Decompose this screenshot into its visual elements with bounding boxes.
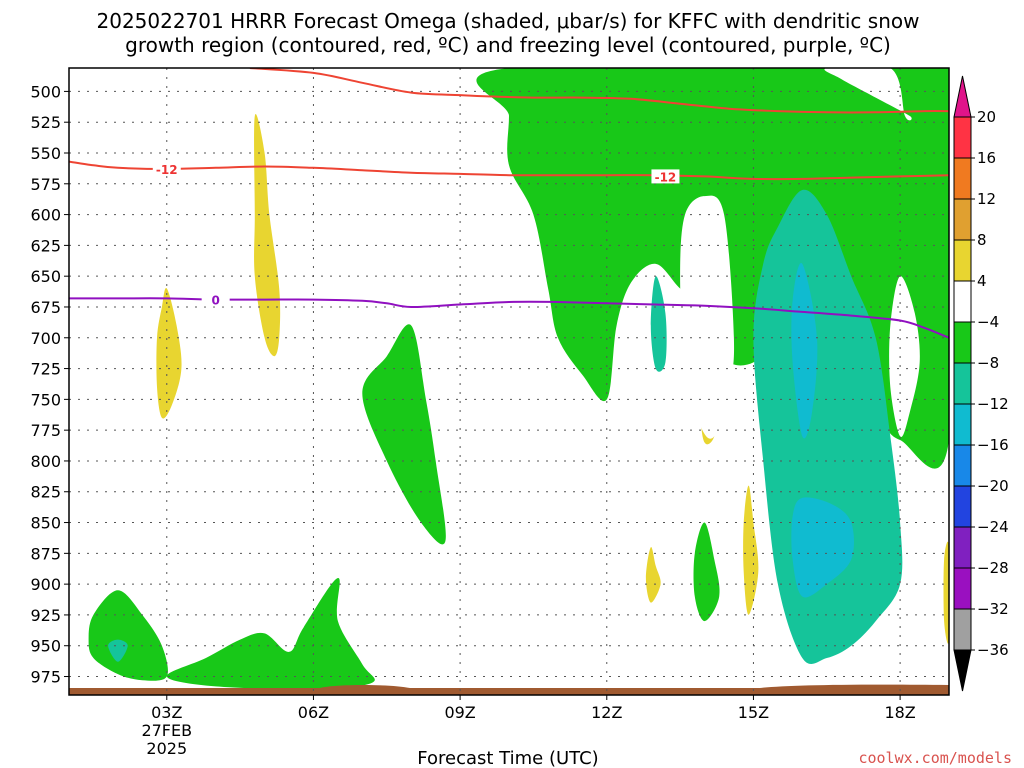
contour-line--20 bbox=[249, 68, 949, 114]
colorbar-box-11 bbox=[953, 567, 972, 610]
omega-region-4 bbox=[943, 541, 949, 644]
omega-region-4 bbox=[824, 68, 912, 121]
y-tick-label-525: 525 bbox=[30, 113, 61, 132]
colorbar-box-10 bbox=[953, 526, 972, 569]
y-tick-label-900: 900 bbox=[30, 575, 61, 594]
y-tick-label-750: 750 bbox=[30, 390, 61, 409]
colorbar-label: −20 bbox=[977, 477, 1009, 495]
omega-region-4 bbox=[743, 485, 759, 615]
contour-label-bg bbox=[651, 169, 680, 184]
plot-frame bbox=[68, 67, 950, 696]
y-tick-label-875: 875 bbox=[30, 544, 61, 563]
colorbar-box-7 bbox=[953, 403, 972, 446]
colorbar-label: 8 bbox=[977, 231, 987, 249]
contour-label-0: 0 bbox=[211, 294, 219, 308]
colorbar-label: −16 bbox=[977, 436, 1009, 454]
contour-line-0 bbox=[69, 297, 949, 339]
y-tick-label-675: 675 bbox=[30, 298, 61, 317]
colorbar-label: 20 bbox=[977, 108, 996, 126]
colorbar-label: −24 bbox=[977, 518, 1009, 536]
surface-bump bbox=[320, 684, 949, 688]
omega-region--4 bbox=[693, 522, 720, 622]
omega-region-4 bbox=[680, 195, 735, 439]
omega-region-4 bbox=[645, 546, 661, 603]
omega-region--4 bbox=[166, 577, 375, 690]
contour-label--12: -12 bbox=[655, 170, 677, 184]
omega-shading bbox=[88, 68, 949, 690]
x-tick-label-09Z: 09Z bbox=[444, 703, 475, 722]
colorbar-box-8 bbox=[953, 444, 972, 487]
y-tick-label-725: 725 bbox=[30, 360, 61, 379]
x-tick-date: 27FEB bbox=[141, 721, 192, 740]
omega-region--8 bbox=[753, 189, 903, 665]
temperature-contours: -12 -12 0 bbox=[69, 68, 949, 339]
colorbar-label: 4 bbox=[977, 272, 987, 290]
pressure-axis: 500 525 550 575 600 625 650 675 700 725 750 775 800 8… bbox=[30, 82, 69, 687]
colorbar-box-6 bbox=[953, 362, 972, 405]
colorbar-box-0 bbox=[953, 116, 972, 159]
surface-band bbox=[69, 688, 949, 695]
colorbar-box-2 bbox=[953, 198, 972, 241]
y-tick-label-700: 700 bbox=[30, 329, 61, 348]
omega-region-4 bbox=[254, 113, 281, 357]
y-tick-label-575: 575 bbox=[30, 175, 61, 194]
plot-grid bbox=[69, 68, 949, 695]
contour-label-bg bbox=[201, 292, 230, 307]
y-tick-label-825: 825 bbox=[30, 483, 61, 502]
contour-label-bg bbox=[152, 162, 181, 177]
x-tick-label-15Z: 15Z bbox=[738, 703, 769, 722]
y-tick-label-800: 800 bbox=[30, 452, 61, 471]
omega-region--12 bbox=[791, 497, 854, 598]
colorbar-label: 12 bbox=[977, 190, 996, 208]
colorbar-label: −8 bbox=[977, 354, 999, 372]
y-tick-label-550: 550 bbox=[30, 144, 61, 163]
colorbar-top-arrow bbox=[953, 75, 972, 118]
colorbar-box-5 bbox=[953, 321, 972, 364]
x-tick-year: 2025 bbox=[146, 739, 187, 758]
colorbar-box-9 bbox=[953, 485, 972, 528]
omega-region-4 bbox=[889, 276, 920, 437]
colorbar-label: −32 bbox=[977, 600, 1009, 618]
omega-region--4 bbox=[88, 590, 168, 681]
x-tick-label-18Z: 18Z bbox=[884, 703, 915, 722]
contour-label--12: -12 bbox=[156, 163, 178, 177]
x-tick-label-03Z: 03Z bbox=[151, 703, 182, 722]
y-tick-label-775: 775 bbox=[30, 421, 61, 440]
colorbar-box-12 bbox=[953, 608, 972, 651]
y-tick-label-625: 625 bbox=[30, 236, 61, 255]
y-tick-label-950: 950 bbox=[30, 637, 61, 656]
colorbar-label: 16 bbox=[977, 149, 996, 167]
y-tick-label-975: 975 bbox=[30, 668, 61, 687]
colorbar-label: −12 bbox=[977, 395, 1009, 413]
omega-region-4 bbox=[156, 288, 182, 419]
x-tick-label-06Z: 06Z bbox=[298, 703, 329, 722]
omega-region--4 bbox=[362, 324, 446, 545]
colorbar-bottom-arrow bbox=[953, 649, 972, 692]
surface-ground-band bbox=[69, 684, 949, 695]
y-tick-label-650: 650 bbox=[30, 267, 61, 286]
colorbar-box-4 bbox=[953, 280, 972, 323]
colorbar-box-1 bbox=[953, 157, 972, 200]
chart-title-line2: growth region (contoured, red, ºC) and f… bbox=[125, 33, 891, 57]
site-credit: coolwx.com/models bbox=[858, 749, 1012, 767]
colorbar-box-3 bbox=[953, 239, 972, 282]
colorbar: 20 16 12 8 4 −4 −8 −12 −16 −20 −24 −28 −32 −36 bbox=[953, 75, 1009, 692]
omega-region--8 bbox=[108, 639, 128, 662]
omega-region--8 bbox=[650, 276, 667, 372]
colorbar-label: −36 bbox=[977, 641, 1009, 659]
x-axis-label: Forecast Time (UTC) bbox=[417, 748, 598, 768]
colorbar-label: −28 bbox=[977, 559, 1009, 577]
y-tick-label-925: 925 bbox=[30, 606, 61, 625]
omega-region--12 bbox=[791, 262, 818, 439]
chart-title-line1: 2025022701 HRRR Forecast Omega (shaded, … bbox=[97, 9, 920, 33]
colorbar-label: −4 bbox=[977, 313, 999, 331]
x-tick-label-12Z: 12Z bbox=[591, 703, 622, 722]
y-tick-label-850: 850 bbox=[30, 514, 61, 533]
y-tick-label-600: 600 bbox=[30, 206, 61, 225]
y-tick-label-500: 500 bbox=[30, 82, 61, 101]
